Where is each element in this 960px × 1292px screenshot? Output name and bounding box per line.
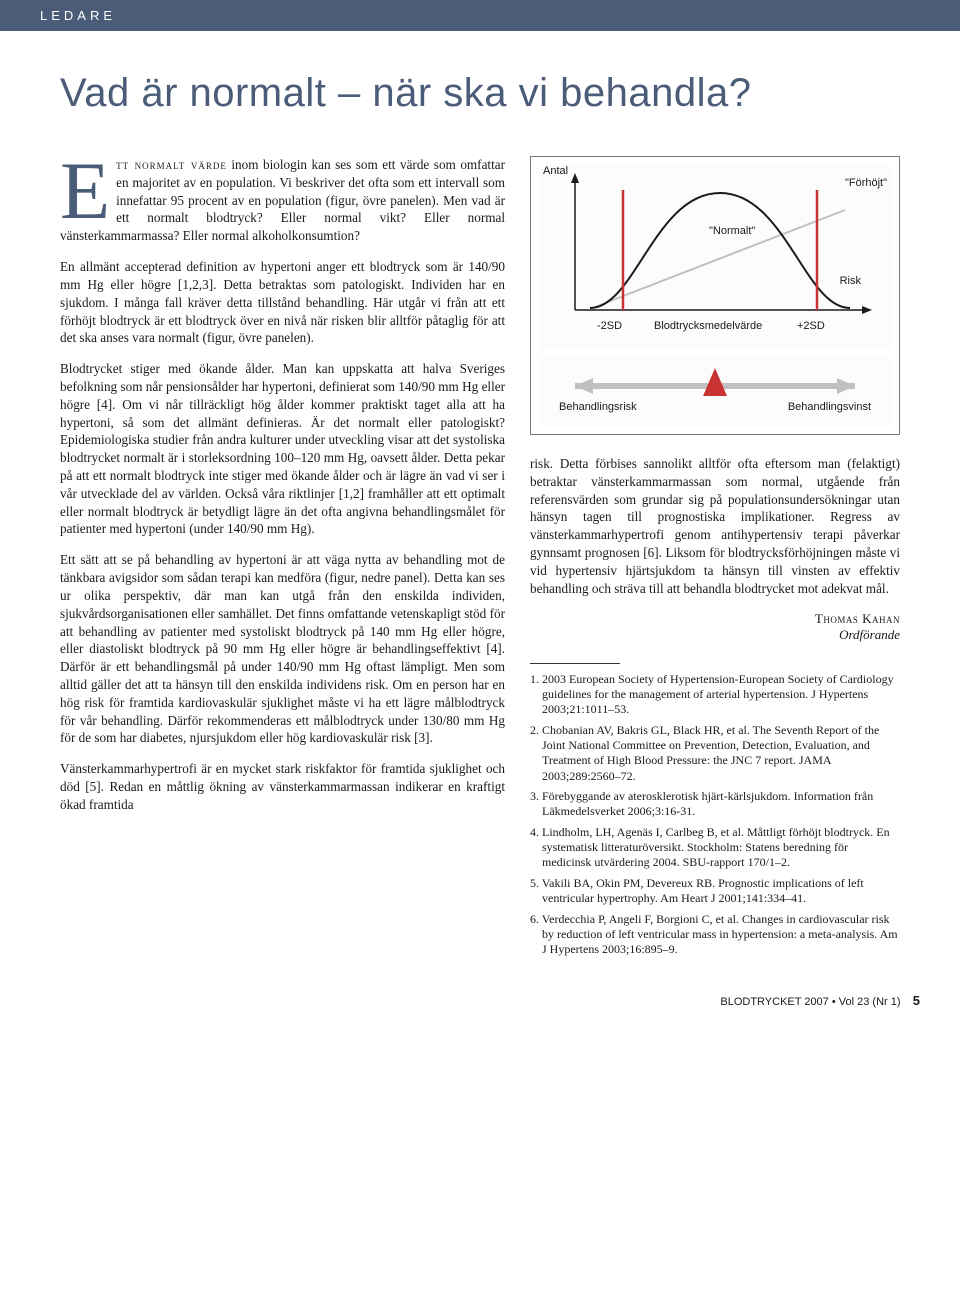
author-name: Thomas Kahan <box>530 611 900 627</box>
article-title: Vad är normalt – när ska vi behandla? <box>60 71 900 116</box>
paragraph-6: risk. Detta förbises sannolikt alltför o… <box>530 455 900 598</box>
reference-item: 5. Vakili BA, Okin PM, Devereux RB. Prog… <box>530 876 900 907</box>
section-label: LEDARE <box>40 8 116 23</box>
figure-bottom-panel: Behandlingsrisk Behandlingsvinst <box>539 356 891 426</box>
fig-forhojt: "Förhöjt" <box>845 177 887 189</box>
fig-plus2sd: +2SD <box>797 320 825 332</box>
fig-risk: Risk <box>840 275 861 287</box>
right-column: Antal "Förhöjt" "Normalt" Risk -2SD Blod… <box>530 156 900 963</box>
first-line: tt normalt värde <box>116 157 227 172</box>
paragraph-5: Vänsterkammarhypertrofi är en mycket sta… <box>60 760 505 813</box>
reference-item: 4. Lindholm, LH, Agenäs I, Carlbeg B, et… <box>530 825 900 871</box>
reference-item: 6. Verdecchia P, Angeli F, Borgioni C, e… <box>530 912 900 958</box>
page-footer: BLODTRYCKET 2007 • Vol 23 (Nr 1) 5 <box>0 983 960 1023</box>
fig-normalt: "Normalt" <box>709 225 755 237</box>
paragraph-2: En allmänt accepterad definition av hype… <box>60 258 505 347</box>
footer-journal: BLODTRYCKET 2007 <box>720 996 828 1008</box>
reference-item: 1. 2003 European Society of Hypertension… <box>530 672 900 718</box>
reference-item: 2. Chobanian AV, Bakris GL, Black HR, et… <box>530 723 900 784</box>
drop-cap: E <box>60 156 116 222</box>
author-role: Ordförande <box>530 627 900 643</box>
fig-ylabel: Antal <box>543 165 568 177</box>
fig-minus2sd: -2SD <box>597 320 622 332</box>
paragraph-3: Blodtrycket stiger med ökande ålder. Man… <box>60 360 505 538</box>
figure-container: Antal "Förhöjt" "Normalt" Risk -2SD Blod… <box>530 156 900 435</box>
reference-list: 1. 2003 European Society of Hypertension… <box>530 672 900 958</box>
fig-medel: Blodtrycksmedelvärde <box>654 320 762 332</box>
paragraph-4: Ett sätt att se på behandling av hyperto… <box>60 551 505 747</box>
fig-behandlingsvinst: Behandlingsvinst <box>788 401 871 413</box>
fig-behandlingsrisk: Behandlingsrisk <box>559 401 637 413</box>
author-block: Thomas Kahan Ordförande <box>530 611 900 643</box>
reference-item: 3. Förebyggande av aterosklerotisk hjärt… <box>530 789 900 820</box>
reference-divider <box>530 663 620 664</box>
figure-top-panel: Antal "Förhöjt" "Normalt" Risk -2SD Blod… <box>539 165 891 350</box>
paragraph-1: Ett normalt värde inom biologin kan ses … <box>60 156 505 245</box>
section-header: LEDARE <box>0 0 960 31</box>
left-column: Ett normalt värde inom biologin kan ses … <box>60 156 505 963</box>
footer-issue: Vol 23 (Nr 1) <box>839 996 901 1008</box>
footer-page: 5 <box>913 993 920 1008</box>
